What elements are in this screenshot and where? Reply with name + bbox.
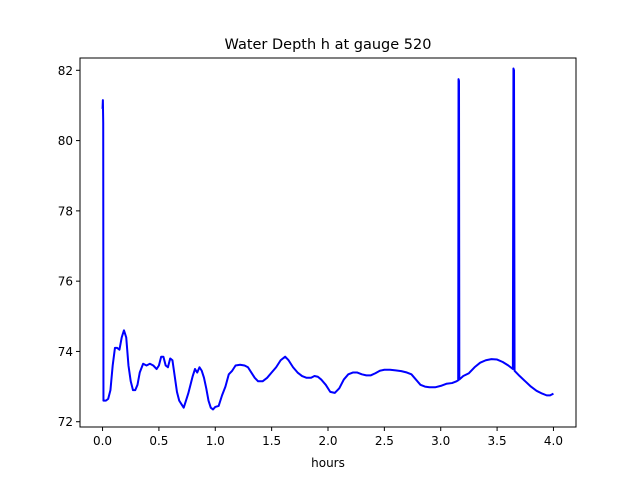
x-axis-label: hours — [311, 456, 345, 470]
plot-content — [101, 67, 554, 411]
y-tick-label: 72 — [58, 415, 73, 429]
x-tick-label: 2.0 — [318, 434, 337, 448]
x-tick-label: 3.0 — [431, 434, 450, 448]
x-tick-label: 1.5 — [262, 434, 281, 448]
y-tick-label: 80 — [58, 134, 73, 148]
x-tick-label: 0.0 — [93, 434, 112, 448]
y-tick-label: 82 — [58, 64, 73, 78]
series-line-0 — [101, 67, 554, 411]
chart-title: Water Depth h at gauge 520 — [225, 37, 432, 53]
y-tick-label: 76 — [58, 275, 73, 289]
y-tick-label: 78 — [58, 204, 73, 218]
x-tick-label: 1.0 — [206, 434, 225, 448]
x-tick-label: 4.0 — [544, 434, 563, 448]
y-tick-label: 74 — [58, 345, 73, 359]
x-tick-label: 2.5 — [375, 434, 394, 448]
x-tick-label: 0.5 — [149, 434, 168, 448]
x-axis-ticks: 0.0 0.5 1.0 1.5 2.0 2.5 3.0 3.5 4.0 — [93, 427, 563, 448]
y-axis-ticks: 72 74 76 78 80 82 — [58, 64, 80, 429]
x-tick-label: 3.5 — [488, 434, 507, 448]
